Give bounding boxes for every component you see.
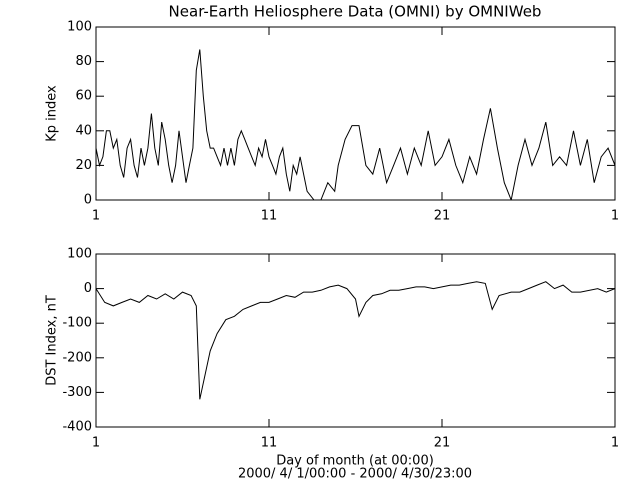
plot-frame	[95, 26, 616, 201]
y-tick-label: -300	[62, 385, 92, 400]
y-tick-label: 0	[84, 281, 92, 296]
y-tick-label: 0	[84, 193, 92, 208]
y-tick-label: 20	[75, 158, 92, 173]
x-tick-label: 1	[611, 209, 619, 224]
y-axis-label: Kp index	[45, 85, 60, 142]
x-tick-label: 11	[261, 436, 278, 451]
x-tick-label: 1	[92, 436, 100, 451]
x-axis-label: Day of month (at 00:00)	[276, 454, 434, 469]
y-tick-label: 100	[67, 20, 92, 35]
y-tick-label: 80	[75, 54, 92, 69]
y-tick-label: 100	[67, 247, 92, 262]
y-tick-label: -200	[62, 350, 92, 365]
data-line	[96, 49, 615, 200]
y-tick-label: 40	[75, 123, 92, 138]
x-tick-label: 1	[611, 436, 619, 451]
subtitle: 2000/ 4/ 1/00:00 - 2000/ 4/30/23:00	[238, 467, 472, 480]
y-tick-label: -100	[62, 316, 92, 331]
plot-frame	[95, 253, 616, 428]
x-tick-label: 21	[434, 436, 451, 451]
y-tick-label: 60	[75, 89, 92, 104]
y-tick-label: -400	[62, 420, 92, 435]
x-tick-label: 21	[434, 209, 451, 224]
x-tick-label: 11	[261, 209, 278, 224]
y-axis-label: DST Index, nT	[45, 295, 60, 386]
data-line	[96, 281, 615, 400]
chart-title: Near-Earth Heliosphere Data (OMNI) by OM…	[169, 3, 542, 21]
x-tick-label: 1	[92, 209, 100, 224]
